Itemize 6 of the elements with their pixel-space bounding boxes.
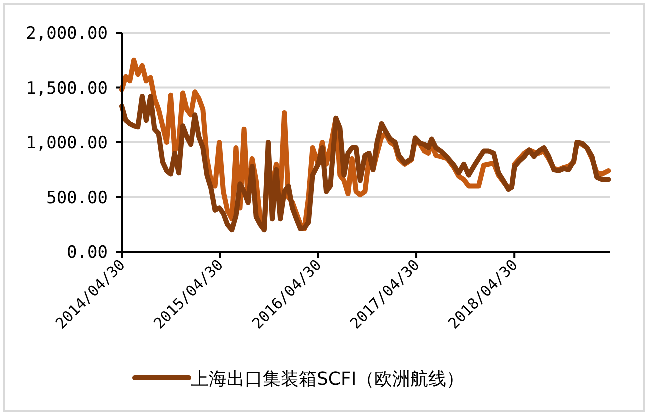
y-tick-label: 1,500.00 [26,78,108,99]
y-tick-label: 500.00 [46,188,108,208]
legend-label: 上海出口集装箱SCFI（欧洲航线） [191,369,465,390]
y-tick-label: 0.00 [67,243,108,263]
y-tick-label: 1,000.00 [26,134,108,154]
y-tick-label: 2,000.00 [26,24,108,44]
